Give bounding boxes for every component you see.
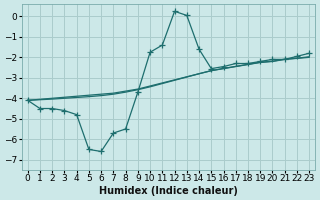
X-axis label: Humidex (Indice chaleur): Humidex (Indice chaleur): [99, 186, 238, 196]
